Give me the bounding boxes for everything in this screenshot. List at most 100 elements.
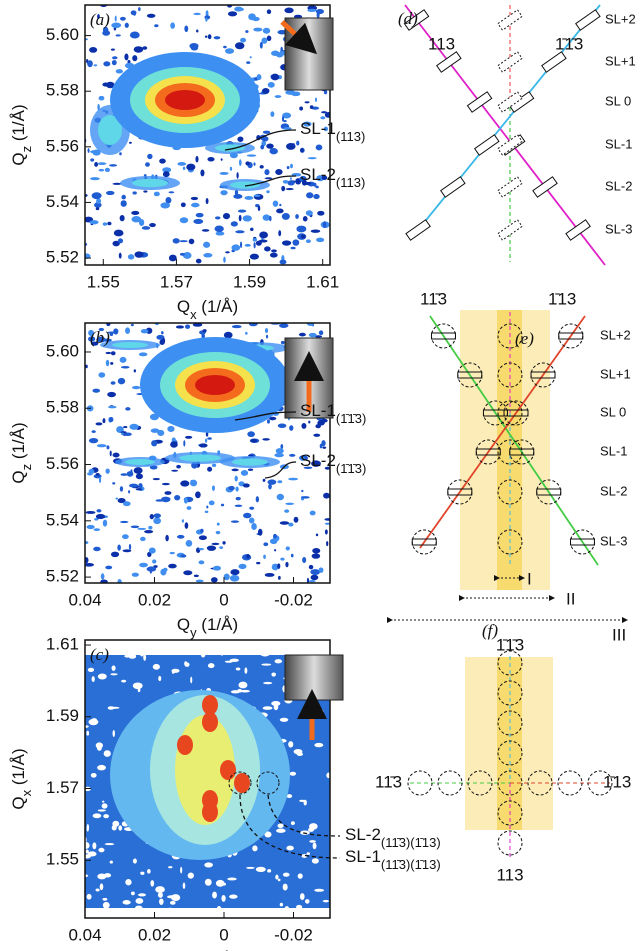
speckle [216,522,220,526]
speckle [189,43,199,50]
speckle [263,542,269,547]
row-label: SL 0 [605,93,631,108]
sl-circle [497,740,523,766]
speckle [85,562,95,567]
speckle [214,225,224,233]
sl-circle [497,362,523,388]
speckle [275,448,284,454]
speckle [132,385,141,390]
speckle [169,551,175,555]
speckle [133,46,144,53]
speckle [107,221,112,226]
direction-label: 11̄3 [375,772,402,791]
speckle [319,443,323,449]
speckle [110,361,114,365]
sl-marker [440,176,466,198]
annotation-line [234,411,297,421]
annotation: SL-2(113) [300,165,365,189]
sl-marker [430,332,456,340]
speckle [207,466,213,472]
x-tick-label: 0.04 [68,925,101,944]
speckle [231,244,241,251]
speckle [289,177,293,180]
speckle [93,64,98,67]
speckle [87,60,93,68]
speckle [276,828,286,833]
speckle [200,650,204,655]
speckle [86,893,92,900]
sl-marker [497,51,523,73]
speckle [198,560,205,565]
speckle [193,574,199,578]
speckle [307,157,317,160]
speckle [220,503,225,507]
plot-frame [84,639,331,919]
row-label: SL-3 [600,533,627,548]
speckle [119,356,127,363]
speckle [112,452,120,458]
speckle [118,825,123,831]
speckle [135,905,143,911]
speckle [184,662,190,667]
speckle [282,872,290,877]
speckle [138,893,146,897]
annotation-sub: (11̄3)(1̄13) [381,835,441,850]
speckle [295,214,299,219]
speckle [143,653,147,661]
annotation-line [239,794,341,859]
speckle [161,482,170,486]
speckle [301,496,310,499]
speckle [103,814,109,819]
speckle [172,238,180,244]
speckle [222,212,231,220]
annotation: SL-1(11̄3)(1̄13) [345,847,441,871]
speckle [301,179,307,186]
speckle [116,426,124,434]
speckle [186,163,196,171]
speckle [271,672,276,677]
speckle [94,202,102,208]
speckle [182,252,192,259]
speckle [286,142,296,150]
speckle [184,522,189,529]
speckle [140,871,145,875]
speckle [85,842,90,849]
y-tick-label: 5.60 [46,25,79,44]
speckle [112,820,120,827]
speckle [288,741,294,748]
marked-spot [228,771,252,795]
speckle [195,212,204,218]
speckle [270,111,275,117]
speckle [315,533,319,537]
speckle [283,120,287,123]
speckle [117,579,122,583]
speckle [204,510,209,514]
speckle [290,163,293,169]
speckle [255,240,262,246]
inset-arrow [280,20,318,55]
speckle [281,115,285,122]
speckle [165,196,172,204]
speckle [303,466,313,470]
speckle [181,519,185,523]
speckle [195,491,201,499]
speckle [262,27,271,34]
speckle [124,22,129,28]
speckle [120,473,128,476]
speckle [304,101,310,104]
speckle [253,242,256,249]
speckle [86,913,97,918]
speckle [267,869,272,873]
hot [177,735,193,755]
sl-circle [497,439,523,465]
speckle [124,654,131,658]
line-b113 [419,315,586,549]
speckle [95,207,100,211]
speckle [151,440,158,447]
speckle [95,513,106,520]
speckle [238,214,242,222]
speckle [281,185,286,192]
speckle [200,169,205,177]
speckle [108,405,117,409]
speckle [316,11,320,19]
